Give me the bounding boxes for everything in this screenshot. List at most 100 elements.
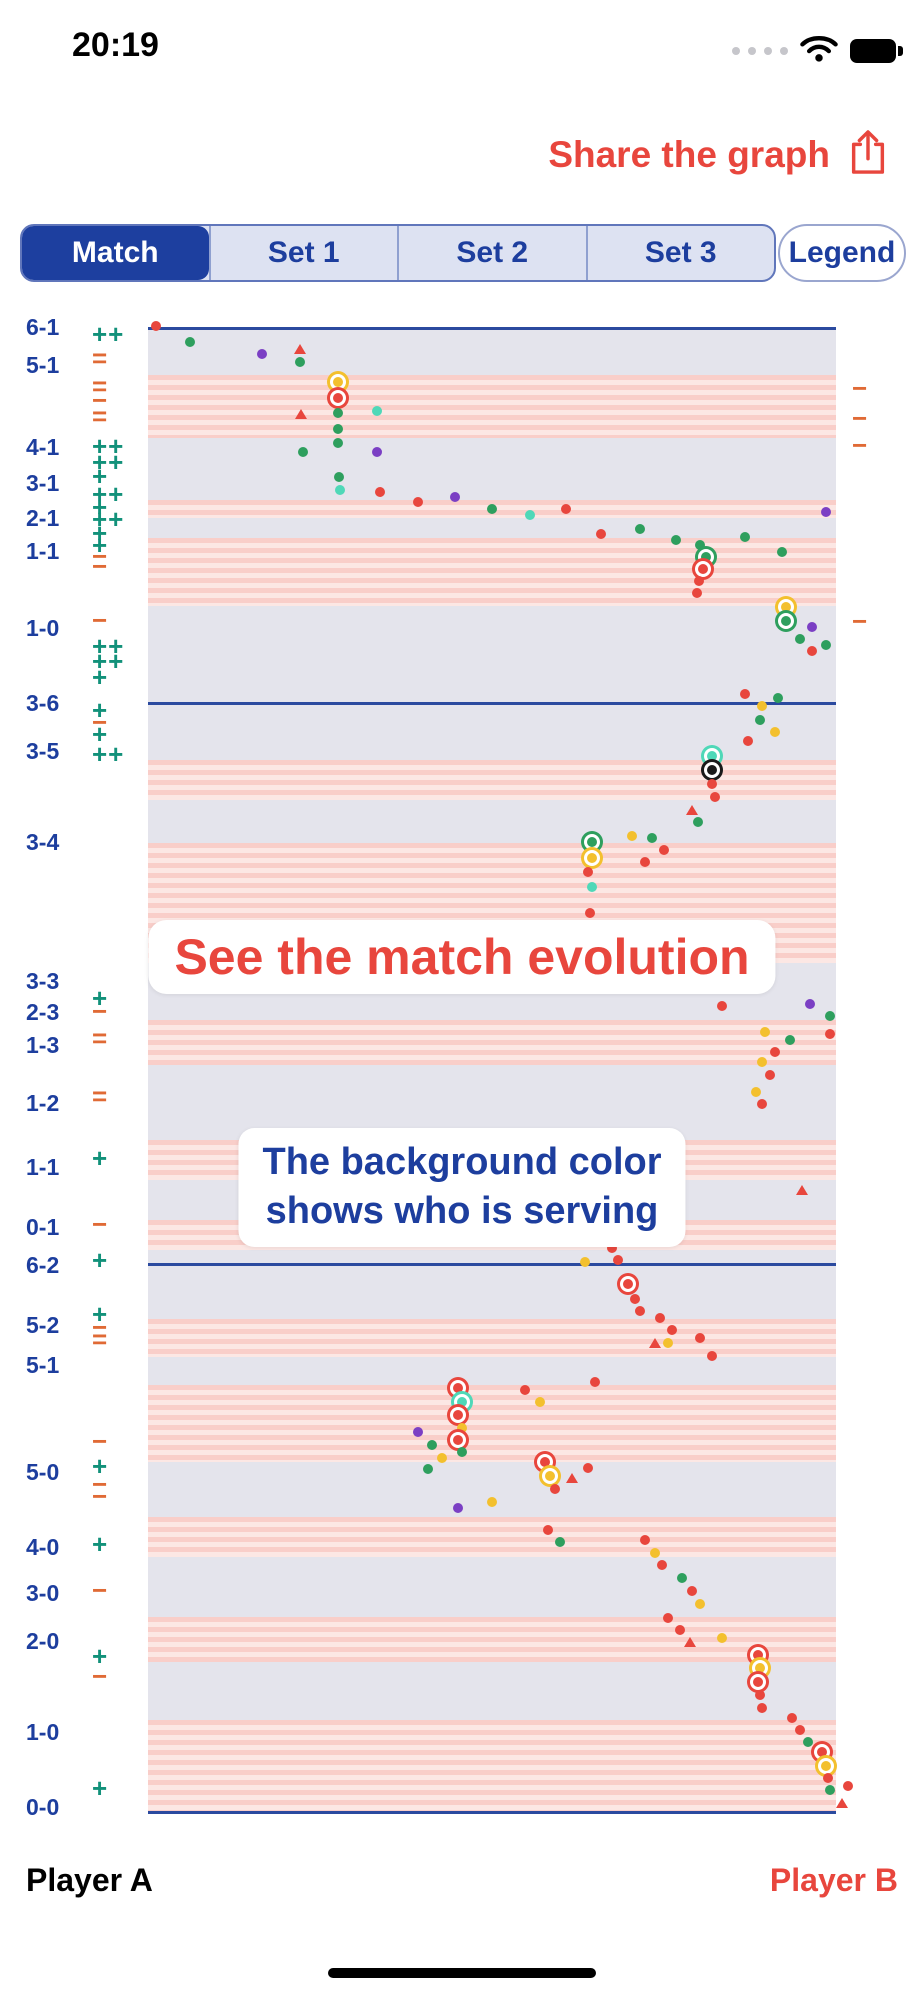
score-label: 6-1 <box>26 314 60 340</box>
point-marker <box>423 1464 433 1474</box>
game-point-mark: − <box>852 606 869 636</box>
point-marker <box>684 1637 696 1647</box>
point-marker <box>787 1713 797 1723</box>
legend-button[interactable]: Legend <box>778 224 906 282</box>
point-marker <box>185 337 195 347</box>
game-point-mark: = <box>92 371 109 401</box>
game-point-mark: + <box>92 1245 109 1275</box>
share-icon[interactable] <box>846 126 890 183</box>
game-point-mark: − <box>92 1426 109 1456</box>
point-marker <box>707 765 717 775</box>
point-marker <box>821 640 831 650</box>
point-marker <box>649 1338 661 1348</box>
point-marker <box>635 1306 645 1316</box>
serve-band <box>148 1557 836 1617</box>
point-marker <box>785 1035 795 1045</box>
point-marker <box>677 1573 687 1583</box>
game-point-mark: − <box>92 1575 109 1605</box>
score-label: 2-0 <box>26 1628 60 1654</box>
score-label: 1-0 <box>26 615 60 641</box>
home-indicator[interactable] <box>328 1968 596 1978</box>
point-marker <box>770 727 780 737</box>
point-marker <box>821 1761 831 1771</box>
point-marker <box>717 1633 727 1643</box>
serve-band <box>148 328 836 375</box>
point-marker <box>457 1423 467 1433</box>
point-marker <box>757 1099 767 1109</box>
serve-band <box>148 1264 836 1319</box>
score-label: 3-4 <box>26 829 60 855</box>
share-label[interactable]: Share the graph <box>548 133 830 175</box>
serve-band <box>148 500 836 518</box>
score-label: 4-1 <box>26 434 60 460</box>
score-label: 3-1 <box>26 470 60 496</box>
point-marker <box>807 646 817 656</box>
score-label: 4-0 <box>26 1534 60 1560</box>
status-bar-icons <box>732 34 903 67</box>
point-marker <box>543 1525 553 1535</box>
point-marker <box>707 779 717 789</box>
game-point-mark: + <box>92 1299 109 1329</box>
point-marker <box>372 406 382 416</box>
game-point-mark: − <box>92 1469 109 1499</box>
point-marker <box>717 1001 727 1011</box>
serve-band <box>148 518 836 538</box>
game-point-mark: + <box>92 1641 109 1671</box>
score-label: 1-1 <box>26 1154 60 1180</box>
set-separator-line <box>148 1263 836 1266</box>
tab-set-2[interactable]: Set 2 <box>397 226 586 280</box>
serve-band <box>148 1250 836 1264</box>
point-marker <box>694 576 704 586</box>
score-label: 3-0 <box>26 1580 60 1606</box>
point-marker <box>453 1383 463 1393</box>
point-marker <box>457 1447 467 1457</box>
point-marker <box>535 1397 545 1407</box>
share-action[interactable]: Share the graph <box>548 126 890 183</box>
point-marker <box>707 751 717 761</box>
game-point-mark: ++ <box>92 431 125 461</box>
score-label: 2-3 <box>26 999 60 1025</box>
score-label: 5-1 <box>26 1352 60 1378</box>
game-point-mark: − <box>92 385 109 415</box>
point-marker <box>334 472 344 482</box>
point-marker <box>413 497 423 507</box>
tab-set-3[interactable]: Set 3 <box>585 226 775 280</box>
point-marker <box>687 1586 697 1596</box>
tab-set-1[interactable]: Set 1 <box>208 226 398 280</box>
game-point-mark: − <box>92 1481 109 1511</box>
game-point-mark: − <box>92 996 109 1026</box>
game-point-mark: = <box>92 401 109 431</box>
point-marker <box>710 792 720 802</box>
point-marker <box>817 1747 827 1757</box>
point-marker <box>596 529 606 539</box>
point-marker <box>580 1257 590 1267</box>
cellular-signal-icon <box>732 46 788 55</box>
game-point-mark: + <box>92 1451 109 1481</box>
serve-band <box>148 606 836 703</box>
point-marker <box>686 805 698 815</box>
point-marker <box>757 1057 767 1067</box>
wifi-icon <box>800 34 838 67</box>
game-point-mark: + <box>92 662 109 692</box>
point-marker <box>555 1537 565 1547</box>
point-marker <box>753 1677 763 1687</box>
score-label: 1-2 <box>26 1090 60 1116</box>
point-marker <box>781 602 791 612</box>
point-marker <box>695 540 705 550</box>
point-marker <box>773 693 783 703</box>
game-point-mark: − <box>92 707 109 737</box>
point-marker <box>587 853 597 863</box>
point-marker <box>795 1725 805 1735</box>
point-marker <box>623 1279 633 1289</box>
game-point-mark: − <box>852 373 869 403</box>
score-label: 6-2 <box>26 1252 60 1278</box>
point-marker <box>803 1737 813 1747</box>
score-label: 3-3 <box>26 968 60 994</box>
point-marker <box>795 634 805 644</box>
point-marker <box>437 1453 447 1463</box>
tab-match[interactable]: Match <box>22 226 209 280</box>
point-marker <box>333 393 343 403</box>
game-point-mark: ++ <box>92 479 125 509</box>
game-point-mark: ++ <box>92 504 125 534</box>
